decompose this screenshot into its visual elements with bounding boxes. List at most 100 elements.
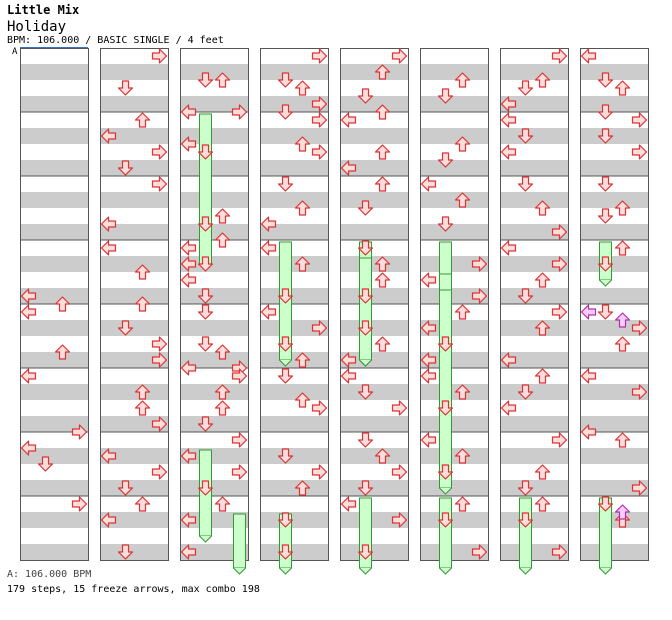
up-arrow-note [374,256,391,272]
down-arrow-note [357,240,374,256]
left-arrow-note [20,288,37,304]
down-arrow-note [517,128,534,144]
left-arrow-note [180,240,197,256]
up-arrow-note [214,344,231,360]
up-arrow-note [54,344,71,360]
column-border [260,48,329,561]
beat-stripe [180,544,248,560]
beat-stripe [500,448,568,464]
bpm-summary: A: 106.000 BPM [7,569,92,580]
up-arrow-note [534,72,551,88]
left-arrow-note [500,96,517,112]
right-arrow-note [231,464,248,480]
down-arrow-note [277,448,294,464]
beat-stripe [340,384,408,400]
right-arrow-note [151,416,168,432]
down-arrow-note [437,464,454,480]
beat-stripe [100,320,168,336]
beat-stripe [20,320,88,336]
left-arrow-note [500,144,517,160]
up-arrow-note [454,72,471,88]
right-arrow-note [391,400,408,416]
left-special-arrow [580,304,597,320]
left-arrow-note [180,256,197,272]
left-arrow-note [420,368,437,384]
beat-stripe [20,480,88,496]
beat-stripe [260,448,328,464]
beat-stripe [420,192,488,208]
right-arrow-note [471,544,488,560]
down-arrow-note [197,256,214,272]
column-border [100,48,169,561]
down-arrow-note [197,480,214,496]
left-arrow-note [100,240,117,256]
left-arrow-note [500,112,517,128]
beat-stripe [580,448,648,464]
left-arrow-note [180,512,197,528]
freeze-tail [279,359,292,367]
beat-stripe [260,352,328,368]
left-arrow-note [20,304,37,320]
down-arrow-note [277,72,294,88]
left-arrow-note [260,216,277,232]
freeze-tail [359,359,372,367]
down-arrow-note [437,216,454,232]
left-arrow-note [100,448,117,464]
down-arrow-note [277,544,294,560]
right-arrow-note [551,256,568,272]
right-arrow-note [551,544,568,560]
beat-stripe [100,96,168,112]
right-arrow-note [311,400,328,416]
beat-stripe [340,128,408,144]
right-arrow-note [231,368,248,384]
down-arrow-note [117,480,134,496]
right-arrow-note [151,464,168,480]
beat-stripe [340,256,408,272]
beat-stripe [20,448,88,464]
beat-stripe [20,352,88,368]
up-arrow-note [294,392,311,408]
beat-stripe [20,96,88,112]
chart-column [420,48,489,561]
left-arrow-note [420,352,437,368]
beat-stripe [500,352,568,368]
up-arrow-note [54,296,71,312]
up-arrow-note [454,496,471,512]
beat-stripe [180,224,248,240]
up-arrow-note [134,400,151,416]
up-arrow-note [454,384,471,400]
beat-stripe [180,192,248,208]
beat-stripe [500,160,568,176]
column-border [580,48,649,561]
up-arrow-note [454,136,471,152]
right-arrow-note [471,288,488,304]
beat-stripe [180,384,248,400]
right-arrow-note [71,496,88,512]
freeze-body [439,289,452,489]
column-border [340,48,409,561]
left-arrow-note [580,424,597,440]
down-arrow-note [597,496,614,512]
up-arrow-note [294,256,311,272]
beat-stripe [500,256,568,272]
chart-column [580,48,649,561]
beat-stripe [340,192,408,208]
beat-stripe [580,480,648,496]
up-arrow-note [134,384,151,400]
right-arrow-note [551,304,568,320]
freeze-tail [519,567,532,575]
beat-stripe [260,544,328,560]
beat-stripe [580,256,648,272]
freeze-body [359,257,372,361]
right-arrow-note [231,104,248,120]
left-arrow-note [420,176,437,192]
up-arrow-note [134,112,151,128]
chart-column [20,48,89,561]
up-arrow-note [214,208,231,224]
up-arrow-note [614,432,631,448]
column-border [500,48,569,561]
beat-stripe [340,352,408,368]
down-arrow-note [437,512,454,528]
up-arrow-note [454,448,471,464]
right-arrow-note [151,352,168,368]
